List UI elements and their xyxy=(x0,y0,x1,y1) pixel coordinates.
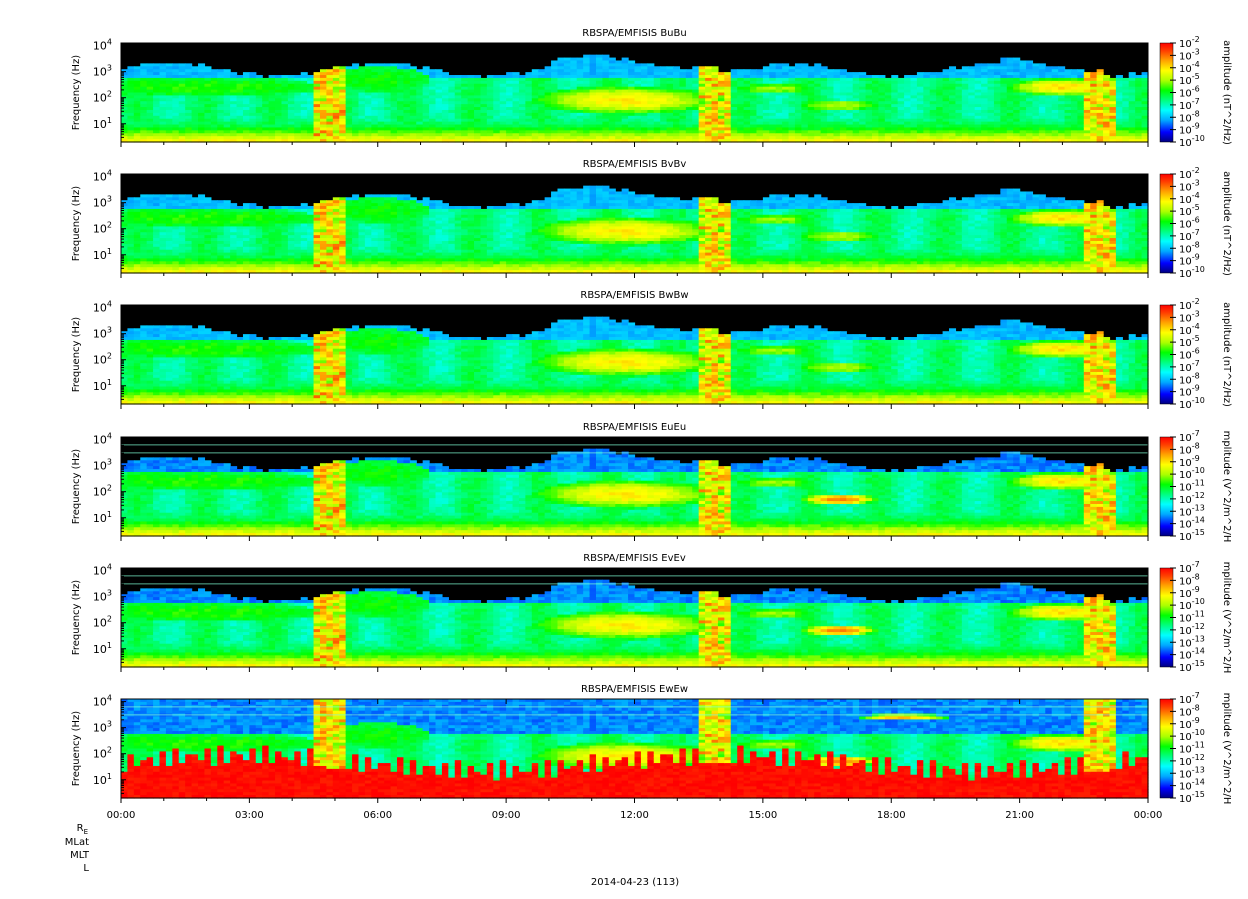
spectrogram-panel: RBSPA/EMFISIS BvBvFrequency (Hz) 10110210… xyxy=(71,159,1232,280)
colorbar-label: amplitude (nT^2/Hz) xyxy=(1221,40,1232,145)
spectrogram-panel: RBSPA/EMFISIS BuBu Frequency (Hz) 101 102 10… xyxy=(71,28,1232,149)
y-axis-label: Frequency (Hz) xyxy=(71,55,82,131)
y-tick-label: 103 xyxy=(93,64,112,79)
y-tick-label: 101 xyxy=(93,116,112,131)
y-tick-label: 104 xyxy=(93,38,112,53)
y-tick-label: 102 xyxy=(93,90,112,105)
panel-title: RBSPA/EMFISIS BvBv xyxy=(583,159,687,170)
panel-title: RBSPA/EMFISIS BuBu xyxy=(582,28,686,39)
